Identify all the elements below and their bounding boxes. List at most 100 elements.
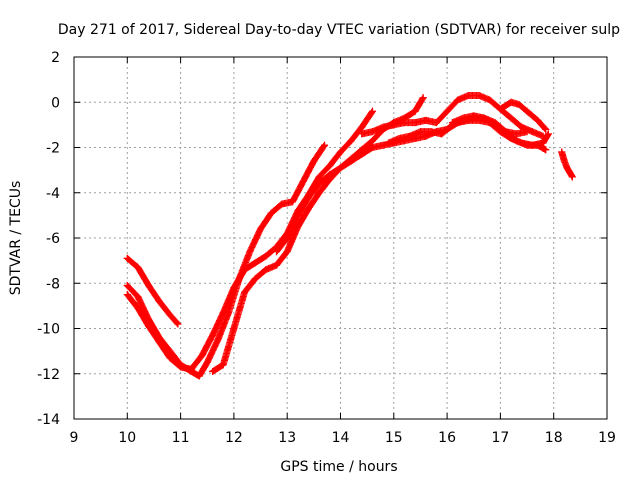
data-point: [321, 141, 329, 149]
data-point: [219, 309, 227, 317]
data-point: [358, 146, 366, 154]
y-tick-label: 2: [51, 50, 60, 66]
data-point: [246, 248, 254, 256]
data-point: [379, 123, 387, 131]
data-point: [273, 248, 281, 256]
data-point: [283, 234, 291, 242]
data-point: [214, 336, 222, 344]
data-point: [368, 128, 376, 136]
series-track-4: [209, 116, 552, 375]
data-point: [123, 254, 131, 262]
data-point: [422, 116, 430, 124]
data-point: [347, 137, 355, 145]
data-point: [454, 96, 462, 104]
data-point: [134, 263, 142, 271]
data-point: [358, 123, 366, 131]
data-point: [411, 119, 419, 127]
data-point: [166, 311, 174, 319]
data-point: [558, 148, 566, 156]
x-ticks: 9 10 11 12 13 14 15 16 17 18 19: [70, 57, 616, 446]
series-track-1: [123, 254, 182, 328]
data-point: [400, 119, 408, 127]
data-point: [406, 132, 414, 140]
data-point: [539, 132, 547, 140]
data-point: [459, 114, 467, 122]
y-tick-label: -4: [46, 186, 60, 202]
data-point: [560, 157, 568, 165]
data-point: [326, 171, 334, 179]
data-point: [464, 91, 472, 99]
data-point: [534, 116, 542, 124]
data-point: [198, 352, 206, 360]
data-point: [411, 107, 419, 115]
data-point: [283, 248, 291, 256]
series-track-9: [496, 98, 550, 133]
data-point: [219, 361, 227, 369]
data-point: [326, 162, 334, 170]
x-tick-label: 12: [225, 430, 243, 446]
data-point: [241, 266, 249, 274]
data-point: [502, 130, 510, 138]
y-axis-label: SDTVAR / TECUs: [8, 181, 24, 296]
data-point: [241, 288, 249, 296]
data-point: [251, 259, 259, 267]
data-point: [305, 205, 313, 213]
x-tick-label: 19: [598, 430, 616, 446]
data-point: [209, 367, 217, 375]
data-point: [315, 173, 323, 181]
data-point: [273, 261, 281, 269]
data-point: [379, 141, 387, 149]
data-point: [177, 363, 185, 371]
data-point: [563, 164, 571, 172]
data-point: [486, 96, 494, 104]
data-point: [432, 119, 440, 127]
data-point: [251, 275, 259, 283]
data-point: [257, 225, 265, 233]
data-point: [542, 125, 550, 133]
data-point: [305, 193, 313, 201]
data-point: [542, 146, 550, 154]
data-point: [145, 322, 153, 330]
data-point: [315, 180, 323, 188]
data-point: [347, 155, 355, 163]
data-point: [337, 148, 344, 156]
y-tick-label: -6: [46, 231, 60, 247]
y-tick-label: 0: [51, 95, 60, 111]
x-tick-label: 9: [70, 430, 79, 446]
x-tick-label: 15: [385, 430, 403, 446]
data-point: [515, 101, 523, 109]
data-point: [123, 291, 131, 299]
data-point: [174, 320, 182, 328]
data-point: [230, 284, 238, 292]
data-point: [448, 119, 456, 127]
data-point: [145, 282, 153, 290]
data-point: [230, 325, 238, 332]
data-point: [512, 130, 520, 138]
data-point: [310, 157, 318, 165]
series-track-6: [358, 91, 547, 140]
data-point: [438, 130, 446, 138]
data-point: [419, 94, 427, 102]
data-point: [523, 141, 531, 149]
x-tick-label: 16: [438, 430, 456, 446]
data-point: [195, 372, 203, 380]
data-point: [203, 358, 211, 366]
y-ticks: -14 -12 -10 -8 -6 -4 -2 0 2: [37, 50, 607, 428]
x-tick-label: 13: [278, 430, 296, 446]
y-tick-label: -2: [46, 141, 60, 157]
data-point: [134, 293, 142, 301]
chart-title: Day 271 of 2017, Sidereal Day-to-day VTE…: [58, 22, 620, 38]
data-point: [289, 198, 297, 206]
data-point: [427, 128, 435, 136]
x-tick-label: 14: [332, 430, 350, 446]
data-point: [315, 189, 323, 197]
data-point: [523, 107, 531, 115]
series-track-8: [448, 112, 550, 154]
data-point: [123, 282, 131, 290]
data-point: [470, 112, 478, 120]
data-point: [395, 134, 403, 142]
x-tick-label: 17: [491, 430, 509, 446]
data-point: [384, 139, 392, 147]
series-track-10: [558, 148, 576, 181]
